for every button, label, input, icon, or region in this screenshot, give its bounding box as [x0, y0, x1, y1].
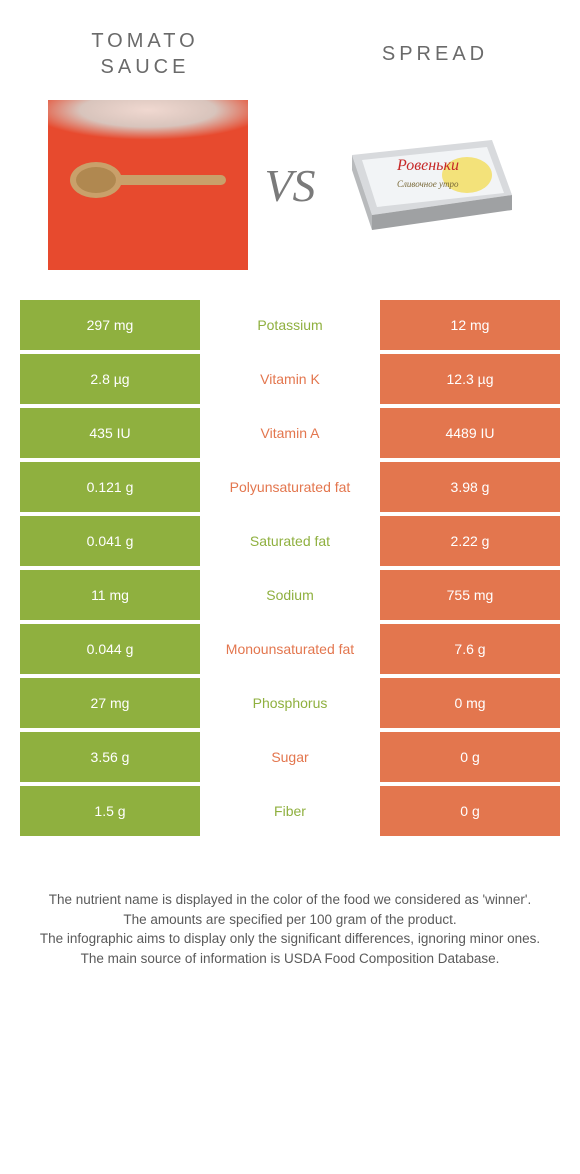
- nutrient-name: Sodium: [200, 570, 380, 620]
- vs-label: VS: [264, 159, 315, 212]
- left-value: 11 mg: [20, 570, 200, 620]
- left-value: 2.8 µg: [20, 354, 200, 404]
- svg-text:Сливочное утро: Сливочное утро: [397, 179, 459, 189]
- left-value: 0.041 g: [20, 516, 200, 566]
- right-value: 755 mg: [380, 570, 560, 620]
- right-food-image: Ровеньки Сливочное утро: [332, 100, 532, 270]
- header: TOMATOSAUCE SPREAD: [0, 0, 580, 100]
- right-value: 3.98 g: [380, 462, 560, 512]
- right-value: 12 mg: [380, 300, 560, 350]
- table-row: 2.8 µgVitamin K12.3 µg: [20, 354, 560, 404]
- left-value: 0.121 g: [20, 462, 200, 512]
- nutrient-table: 297 mgPotassium12 mg2.8 µgVitamin K12.3 …: [20, 300, 560, 836]
- nutrient-name: Vitamin K: [200, 354, 380, 404]
- table-row: 0.121 gPolyunsaturated fat3.98 g: [20, 462, 560, 512]
- footer-notes: The nutrient name is displayed in the co…: [0, 840, 580, 968]
- images-row: VS Ровеньки Сливочное утро: [0, 100, 580, 300]
- left-value: 0.044 g: [20, 624, 200, 674]
- nutrient-name: Saturated fat: [200, 516, 380, 566]
- right-value: 7.6 g: [380, 624, 560, 674]
- left-value: 1.5 g: [20, 786, 200, 836]
- right-value: 4489 IU: [380, 408, 560, 458]
- nutrient-name: Fiber: [200, 786, 380, 836]
- nutrient-name: Phosphorus: [200, 678, 380, 728]
- table-row: 435 IUVitamin A4489 IU: [20, 408, 560, 458]
- left-value: 3.56 g: [20, 732, 200, 782]
- nutrient-name: Vitamin A: [200, 408, 380, 458]
- right-food-title: SPREAD: [310, 41, 560, 67]
- nutrient-name: Potassium: [200, 300, 380, 350]
- right-value: 0 g: [380, 732, 560, 782]
- table-row: 0.041 gSaturated fat2.22 g: [20, 516, 560, 566]
- left-food-title: TOMATOSAUCE: [20, 28, 270, 80]
- footer-line: The amounts are specified per 100 gram o…: [30, 910, 550, 930]
- footer-line: The nutrient name is displayed in the co…: [30, 890, 550, 910]
- left-food-image: [48, 100, 248, 270]
- table-row: 1.5 gFiber0 g: [20, 786, 560, 836]
- svg-text:Ровеньки: Ровеньки: [396, 157, 459, 174]
- table-row: 11 mgSodium755 mg: [20, 570, 560, 620]
- nutrient-name: Sugar: [200, 732, 380, 782]
- nutrient-name: Polyunsaturated fat: [200, 462, 380, 512]
- table-row: 27 mgPhosphorus0 mg: [20, 678, 560, 728]
- right-value: 12.3 µg: [380, 354, 560, 404]
- table-row: 0.044 gMonounsaturated fat7.6 g: [20, 624, 560, 674]
- left-value: 27 mg: [20, 678, 200, 728]
- left-value: 435 IU: [20, 408, 200, 458]
- footer-line: The main source of information is USDA F…: [30, 949, 550, 969]
- left-value: 297 mg: [20, 300, 200, 350]
- footer-line: The infographic aims to display only the…: [30, 929, 550, 949]
- nutrient-name: Monounsaturated fat: [200, 624, 380, 674]
- table-row: 3.56 gSugar0 g: [20, 732, 560, 782]
- right-value: 0 mg: [380, 678, 560, 728]
- right-value: 0 g: [380, 786, 560, 836]
- right-value: 2.22 g: [380, 516, 560, 566]
- table-row: 297 mgPotassium12 mg: [20, 300, 560, 350]
